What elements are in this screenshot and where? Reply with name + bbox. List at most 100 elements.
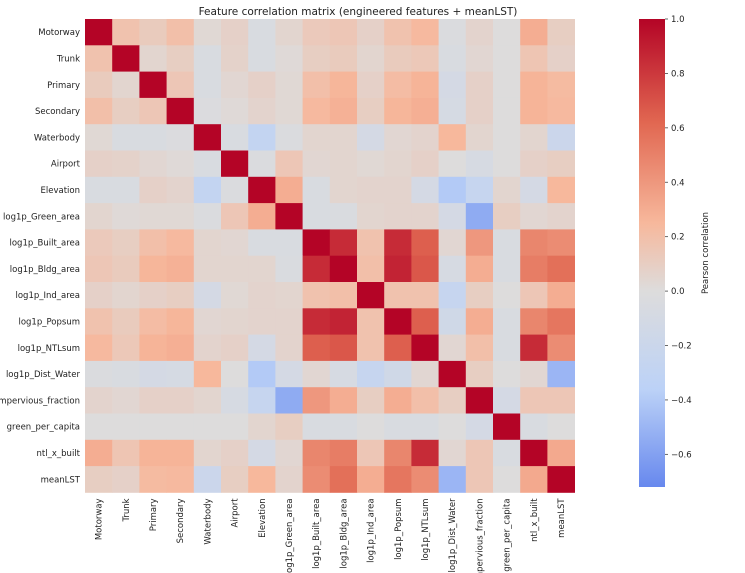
heatmap-cell: [520, 360, 548, 388]
heatmap-cell: [520, 19, 548, 46]
heatmap-cell: [329, 308, 358, 335]
heatmap-cell: [221, 97, 249, 125]
heatmap-cell: [465, 439, 494, 467]
heatmap-cell: [465, 413, 494, 441]
heatmap-cell: [329, 124, 358, 151]
heatmap-cell: [384, 282, 412, 309]
heatmap-cell: [493, 124, 521, 151]
heatmap-cell: [221, 282, 249, 309]
heatmap-cell: [438, 466, 467, 493]
heatmap-cell: [85, 413, 113, 441]
heatmap-cell: [547, 413, 575, 441]
heatmap-cell: [302, 360, 331, 388]
heatmap-cell: [357, 255, 385, 283]
heatmap-cell: [85, 150, 113, 178]
heatmap-cell: [411, 282, 439, 309]
heatmap-cell: [357, 97, 385, 125]
heatmap-cell: [139, 387, 167, 414]
heatmap-cell: [248, 97, 276, 125]
heatmap-cell: [465, 308, 494, 335]
colorbar-tick-label: 1.0: [671, 15, 685, 25]
heatmap-cell: [384, 150, 412, 178]
heatmap-cell: [112, 334, 140, 362]
x-tick-label: log1p_Popsum: [394, 498, 404, 560]
x-tick-label: Motorway: [95, 498, 105, 540]
heatmap-cell: [275, 282, 303, 309]
heatmap-cell: [438, 203, 467, 230]
heatmap-cell: [221, 308, 249, 335]
y-tick-label: Primary: [47, 81, 80, 91]
heatmap-cell: [139, 45, 167, 72]
colorbar-label: Pearson correlation: [701, 212, 711, 294]
heatmap-cell: [275, 45, 303, 72]
heatmap-cell: [384, 229, 412, 257]
heatmap-cell: [193, 413, 222, 441]
heatmap-cell: [302, 387, 331, 414]
heatmap-cell: [357, 203, 385, 230]
heatmap-cell: [329, 387, 358, 414]
heatmap-cell: [221, 255, 249, 283]
heatmap-cell: [520, 466, 548, 493]
heatmap-cell: [193, 71, 222, 99]
y-tick-label: Motorway: [38, 28, 80, 38]
heatmap-cell: [275, 124, 303, 151]
x-tick-label: log1p_Ind_area: [367, 498, 377, 563]
heatmap-cell: [357, 466, 385, 493]
heatmap-cell: [85, 466, 113, 493]
heatmap-cell: [302, 282, 331, 309]
heatmap-cell: [411, 229, 439, 257]
heatmap-cell: [166, 176, 195, 204]
chart-title: Feature correlation matrix (engineered f…: [199, 6, 518, 18]
heatmap-cell: [547, 282, 575, 309]
heatmap-cell: [275, 203, 303, 230]
heatmap-cell: [465, 176, 494, 204]
heatmap-cell: [221, 203, 249, 230]
heatmap-cell: [465, 229, 494, 257]
heatmap-cell: [139, 308, 167, 335]
heatmap-cell: [112, 308, 140, 335]
heatmap-cell: [248, 203, 276, 230]
heatmap-cell: [85, 176, 113, 204]
heatmap-cell: [329, 439, 358, 467]
y-tick-label: Secondary: [35, 107, 80, 117]
heatmap-cell: [139, 203, 167, 230]
heatmap-cell: [248, 124, 276, 151]
heatmap-cell: [411, 203, 439, 230]
heatmap-cell: [275, 150, 303, 178]
heatmap-cell: [275, 360, 303, 388]
heatmap-cell: [411, 97, 439, 125]
heatmap-cell: [302, 255, 331, 283]
heatmap-cell: [193, 229, 222, 257]
heatmap-cell: [411, 124, 439, 151]
heatmap-cell: [275, 176, 303, 204]
heatmap-cell: [438, 229, 467, 257]
heatmap-cell: [85, 360, 113, 388]
heatmap-cell: [493, 229, 521, 257]
heatmap-cell: [493, 45, 521, 72]
heatmap-cell: [411, 334, 439, 362]
heatmap-cell: [465, 45, 494, 72]
colorbar-ticks: 1.0 0.8 0.6 0.4 0.2 0.0 −0.2 −0.4 −0.6: [665, 15, 692, 460]
heatmap-cell: [248, 229, 276, 257]
heatmap-cell: [221, 439, 249, 467]
colorbar-tick-label: 0.6: [671, 124, 685, 134]
heatmap-cell: [193, 439, 222, 467]
heatmap-cell: [166, 19, 195, 46]
x-tick-label: Airport: [231, 498, 241, 528]
heatmap-cell: [384, 45, 412, 72]
heatmap-cell: [248, 19, 276, 46]
heatmap-cell: [248, 255, 276, 283]
heatmap-cell: [302, 229, 331, 257]
heatmap-cell: [493, 203, 521, 230]
heatmap-cell: [493, 360, 521, 388]
heatmap-cell: [411, 439, 439, 467]
heatmap-cell: [166, 466, 195, 493]
heatmap-cell: [139, 176, 167, 204]
heatmap-cell: [112, 150, 140, 178]
heatmap-cell: [329, 203, 358, 230]
heatmap-cell: [520, 150, 548, 178]
heatmap-cell: [547, 466, 575, 493]
heatmap-cell: [275, 255, 303, 283]
heatmap-cell: [221, 124, 249, 151]
heatmap-cell: [193, 282, 222, 309]
